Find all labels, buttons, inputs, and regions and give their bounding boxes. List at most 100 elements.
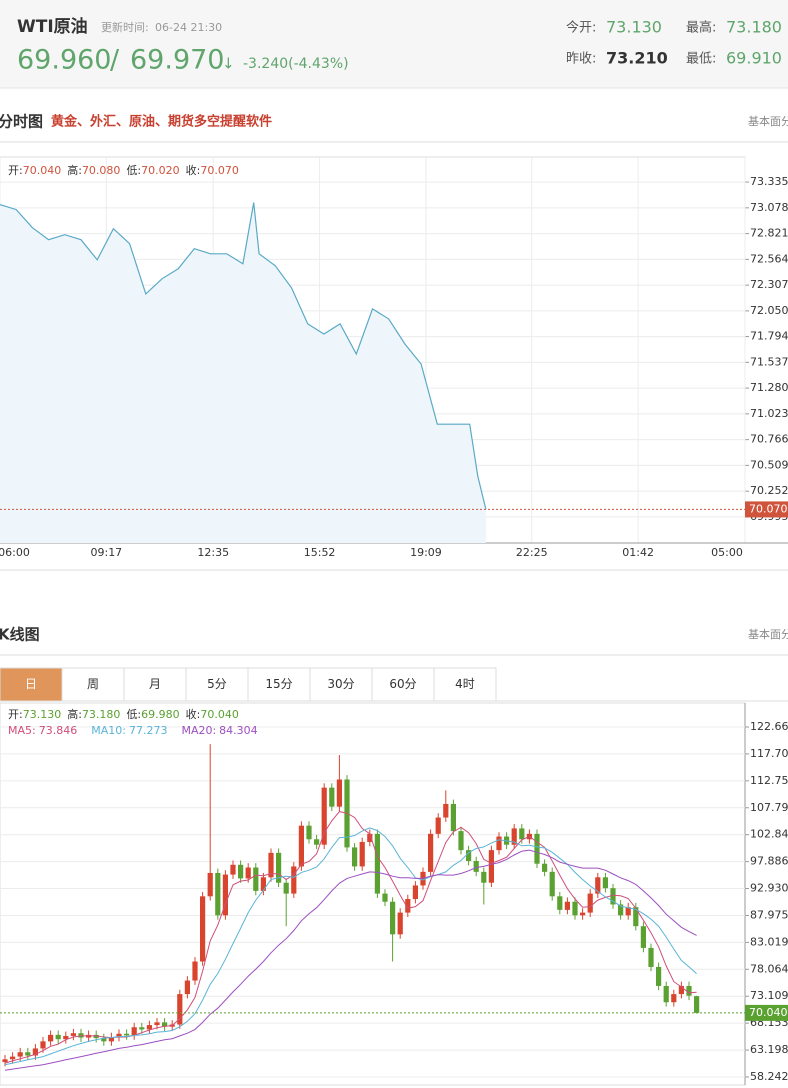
period-tab-label[interactable]: 30分 <box>327 677 354 691</box>
candle-body <box>146 1025 152 1030</box>
candle-body <box>602 877 608 889</box>
candle-body <box>298 825 304 867</box>
info-label: 收: <box>186 707 201 721</box>
info-value: 70.040 <box>23 164 62 177</box>
candle-body <box>63 1035 69 1040</box>
candle-body <box>108 1037 114 1042</box>
candle-body <box>686 985 692 996</box>
candle-body <box>2 1059 8 1063</box>
candle-body <box>131 1027 137 1036</box>
candle-body <box>557 896 563 910</box>
candle-body <box>283 882 289 894</box>
stat-value: 73.180 <box>726 18 782 37</box>
stat-label: 最低: <box>686 52 716 67</box>
period-tab[interactable] <box>309 667 373 702</box>
candle-body <box>382 893 388 902</box>
candle-body <box>40 1041 46 1049</box>
candle-body <box>648 947 654 967</box>
period-tab-label[interactable]: 4时 <box>455 677 475 691</box>
period-tab-label[interactable]: 周 <box>87 677 99 691</box>
info-label: 开: <box>8 164 23 177</box>
bid-price: 69.960 <box>17 45 111 76</box>
side-link: 基本面分 <box>748 114 788 128</box>
info-label: 高: <box>67 707 82 721</box>
y-tick-label: 58.242 <box>750 1070 788 1083</box>
period-tab[interactable] <box>247 667 311 702</box>
y-tick-label: 72.821 <box>750 227 788 240</box>
header-bg <box>0 0 788 88</box>
info-label: 收: <box>186 163 201 177</box>
candle-body <box>184 980 190 995</box>
y-tick-label: 87.975 <box>750 908 788 921</box>
y-tick-label: 107.797 <box>750 801 788 814</box>
x-tick-label: 12:35 <box>197 546 229 559</box>
update-time: 06-24 21:30 <box>155 21 222 34</box>
candle-body <box>511 828 517 845</box>
info-label: 高: <box>67 163 82 177</box>
period-tab[interactable] <box>371 667 435 702</box>
last-price-label: 70.070 <box>749 502 788 515</box>
y-tick-label: 71.280 <box>750 381 788 394</box>
period-tab[interactable] <box>433 667 497 702</box>
period-tab-label[interactable]: 15分 <box>265 677 292 691</box>
period-tab-label[interactable]: 60分 <box>389 677 416 691</box>
candle-body <box>314 839 320 845</box>
ask-price: 69.970 <box>130 45 224 76</box>
candle-body <box>443 803 449 818</box>
candle-body <box>17 1052 23 1057</box>
last-price-label: 70.040 <box>749 1006 788 1019</box>
candle-body <box>542 863 548 872</box>
candle-body <box>694 996 700 1013</box>
candle-body <box>192 961 198 981</box>
y-tick-label: 72.307 <box>750 278 788 291</box>
candle-body <box>359 841 365 867</box>
candle-body <box>116 1033 122 1038</box>
candle-body <box>32 1048 38 1056</box>
candle-body <box>678 985 684 995</box>
candle-body <box>435 817 441 834</box>
price-separator: / <box>110 45 120 76</box>
candle-body <box>587 893 593 913</box>
y-tick-label: 71.023 <box>750 407 788 420</box>
period-tab-label[interactable]: 5分 <box>207 677 227 691</box>
candle-body <box>78 1033 84 1038</box>
x-tick-label: 01:42 <box>622 546 654 559</box>
candle-body <box>671 994 677 1003</box>
period-tab[interactable] <box>61 667 125 702</box>
period-tab[interactable] <box>0 667 63 702</box>
candle-body <box>595 877 601 894</box>
candle-body <box>397 912 403 935</box>
candle-body <box>390 901 396 935</box>
candle-body <box>374 833 380 894</box>
info-value: 70.020 <box>141 164 180 177</box>
candle-body <box>139 1027 145 1030</box>
candle-body <box>222 874 228 916</box>
side-link: 基本面分 <box>748 627 788 641</box>
y-tick-label: 83.019 <box>750 935 788 948</box>
ma-legend-value: 73.846 <box>39 724 78 737</box>
y-tick-label: 72.050 <box>750 304 788 317</box>
info-label: 开: <box>8 708 23 721</box>
candle-body <box>238 864 244 879</box>
candle-body <box>450 803 456 832</box>
ma-line <box>4 827 697 1066</box>
ma-line <box>4 849 697 1071</box>
candle-body <box>124 1033 130 1036</box>
candle-body <box>572 901 578 916</box>
candle-body <box>488 850 494 883</box>
candle-body <box>10 1056 16 1060</box>
x-tick-label: 15:52 <box>304 546 336 559</box>
info-value: 73.180 <box>82 708 121 721</box>
candle-body <box>245 867 251 879</box>
section-title: K线图 <box>0 626 40 644</box>
y-tick-label: 70.252 <box>750 484 788 497</box>
candle-body <box>93 1034 99 1039</box>
x-tick-label: 19:09 <box>410 546 442 559</box>
price-change: -3.240(-4.43%) <box>243 56 349 72</box>
candle-body <box>618 904 624 916</box>
period-tab-label[interactable]: 月 <box>149 677 161 691</box>
period-tab-label[interactable]: 日 <box>25 677 37 691</box>
candle-body <box>260 877 266 891</box>
period-tab[interactable] <box>185 667 249 702</box>
